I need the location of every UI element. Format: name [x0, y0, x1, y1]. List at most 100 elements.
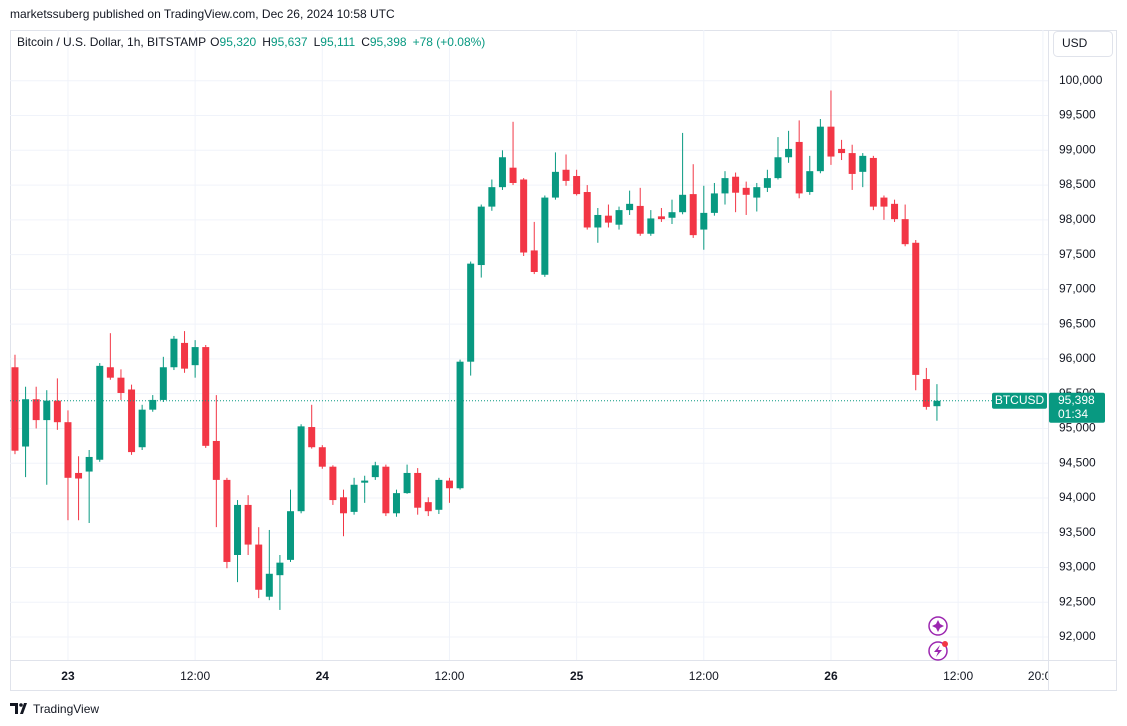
- candle-body: [922, 379, 930, 407]
- candle-body: [96, 365, 104, 460]
- y-tick-label: 93,500: [1059, 525, 1096, 539]
- candle-body: [573, 176, 581, 195]
- legend-symbol: Bitcoin / U.S. Dollar, 1h, BITSTAMP: [17, 35, 206, 49]
- legend-value: 95,398: [370, 35, 407, 49]
- candle-body: [75, 472, 83, 479]
- candle-body: [32, 399, 40, 421]
- candle-body: [880, 197, 888, 207]
- price-badge: [1049, 392, 1105, 423]
- x-tick-label: 24: [316, 669, 330, 683]
- legend-value: 95,637: [271, 35, 308, 49]
- x-tick-label: 12:00: [434, 669, 464, 683]
- candle-body: [382, 466, 390, 514]
- candle-body: [689, 194, 697, 236]
- candle-body: [604, 215, 612, 223]
- footer: TradingView: [33, 702, 99, 716]
- candle-body: [753, 187, 761, 198]
- legend-key: L: [314, 35, 321, 49]
- alerts-icon[interactable]: [928, 641, 948, 661]
- candle-body: [128, 389, 136, 453]
- candle-body: [530, 250, 538, 272]
- countdown-label: 01:34: [1058, 407, 1088, 421]
- candle-body: [308, 427, 316, 448]
- candle-body: [668, 212, 676, 218]
- y-tick-label: 96,000: [1059, 351, 1096, 365]
- candle-body: [159, 367, 167, 400]
- candle-body: [763, 178, 771, 188]
- candle-body: [488, 187, 496, 207]
- candle-body: [816, 126, 824, 172]
- y-tick-label: 92,500: [1059, 594, 1096, 608]
- candle-body: [244, 504, 252, 545]
- y-tick-label: 94,500: [1059, 455, 1096, 469]
- legend-change: +78 (+0.08%): [413, 35, 486, 49]
- candle-body: [329, 466, 337, 501]
- chart-frame: [10, 30, 1117, 691]
- candle-body: [318, 447, 326, 467]
- candle-body: [636, 205, 644, 234]
- candle-body: [869, 157, 877, 207]
- candle-body: [742, 187, 750, 195]
- candle-body: [583, 192, 591, 228]
- y-tick-label: 100,000: [1059, 73, 1103, 87]
- y-tick-label: 99,000: [1059, 142, 1096, 156]
- legend-value: 95,320: [220, 35, 257, 49]
- candle-body: [287, 511, 295, 560]
- candle-body: [477, 206, 485, 266]
- candle-body: [891, 203, 899, 220]
- candle-body: [562, 169, 570, 181]
- candle-body: [212, 440, 220, 480]
- candle-body: [594, 214, 602, 228]
- candle-body: [64, 422, 72, 478]
- candle-body: [551, 171, 559, 198]
- candle-body: [297, 426, 305, 512]
- candle-body: [276, 562, 284, 576]
- candle-body: [223, 479, 231, 562]
- y-tick-label: 98,000: [1059, 212, 1096, 226]
- footer-logo: [10, 703, 27, 714]
- candle-body: [774, 157, 782, 179]
- candle-body: [43, 400, 51, 421]
- symbol-badge: [992, 392, 1047, 409]
- candle-body: [541, 197, 549, 275]
- candle-body: [732, 176, 740, 193]
- legend-key: O: [210, 35, 219, 49]
- candle-body: [901, 219, 909, 245]
- candle-body: [838, 148, 846, 154]
- y-tick-label: 94,000: [1059, 490, 1096, 504]
- candle-body: [181, 342, 189, 369]
- x-tick-label: 12:00: [943, 669, 973, 683]
- legend: Bitcoin / U.S. Dollar, 1h, BITSTAMP O95,3…: [17, 35, 485, 49]
- candle-body: [22, 399, 30, 447]
- x-tick-label: 25: [570, 669, 584, 683]
- candle-body: [424, 502, 432, 512]
- legend-key: C: [361, 35, 370, 49]
- candle-body: [615, 210, 623, 225]
- candle-body: [848, 153, 856, 174]
- candle-body: [806, 171, 814, 193]
- candle-body: [657, 216, 665, 220]
- y-tick-label: 93,000: [1059, 560, 1096, 574]
- candle-body: [350, 484, 358, 512]
- candle-body: [265, 573, 273, 597]
- legend-key: H: [262, 35, 271, 49]
- x-tick-label: 23: [61, 669, 75, 683]
- candle-body: [647, 218, 655, 234]
- candle-body: [255, 544, 263, 590]
- currency-button[interactable]: [1053, 31, 1113, 57]
- assistant-icon[interactable]: [928, 616, 948, 636]
- candle-body: [149, 399, 157, 410]
- candle-body: [53, 400, 61, 423]
- candle-body: [498, 157, 506, 188]
- currency[interactable]: USD: [1062, 36, 1088, 50]
- candle-body: [795, 141, 803, 194]
- candle-body: [827, 126, 835, 157]
- candle-body: [520, 179, 528, 253]
- byline: marketssuberg published on TradingView.c…: [10, 7, 395, 21]
- candle-body: [785, 148, 793, 158]
- candle-body: [456, 361, 464, 489]
- candle-body: [626, 203, 634, 211]
- candle-body: [170, 338, 178, 368]
- candles: [10, 90, 1048, 610]
